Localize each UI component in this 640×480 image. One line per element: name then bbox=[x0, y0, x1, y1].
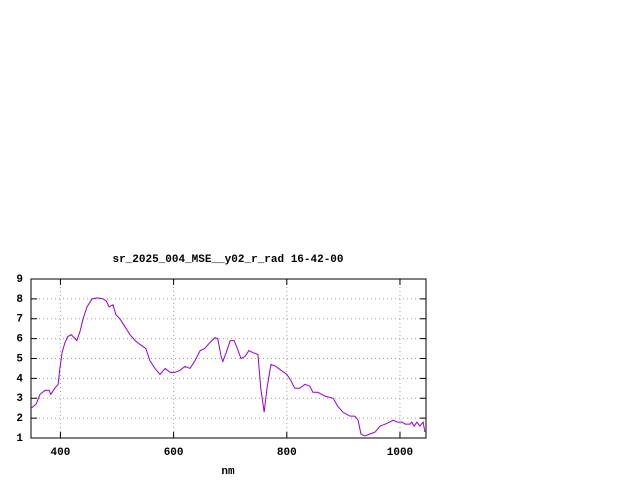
y-tick-label: 1 bbox=[16, 433, 23, 445]
chart-title: sr_2025_004_MSE__y02_r_rad 16-42-00 bbox=[112, 254, 343, 266]
x-tick-label: 1000 bbox=[387, 447, 413, 459]
y-tick-label: 3 bbox=[16, 393, 23, 405]
y-tick-label: 2 bbox=[16, 413, 23, 425]
plot-frame bbox=[30, 278, 427, 439]
x-axis-label: nm bbox=[221, 466, 235, 478]
x-tick-label: 800 bbox=[277, 447, 297, 459]
x-tick-label: 600 bbox=[164, 447, 184, 459]
y-tick-label: 4 bbox=[16, 373, 23, 385]
y-tick-label: 9 bbox=[16, 274, 23, 286]
data-line bbox=[30, 297, 426, 437]
x-tick-label: 400 bbox=[51, 447, 71, 459]
y-tick-label: 7 bbox=[16, 314, 23, 326]
y-tick-label: 8 bbox=[16, 294, 23, 306]
y-tick-label: 6 bbox=[16, 334, 23, 346]
y-tick-label: 5 bbox=[16, 353, 23, 365]
